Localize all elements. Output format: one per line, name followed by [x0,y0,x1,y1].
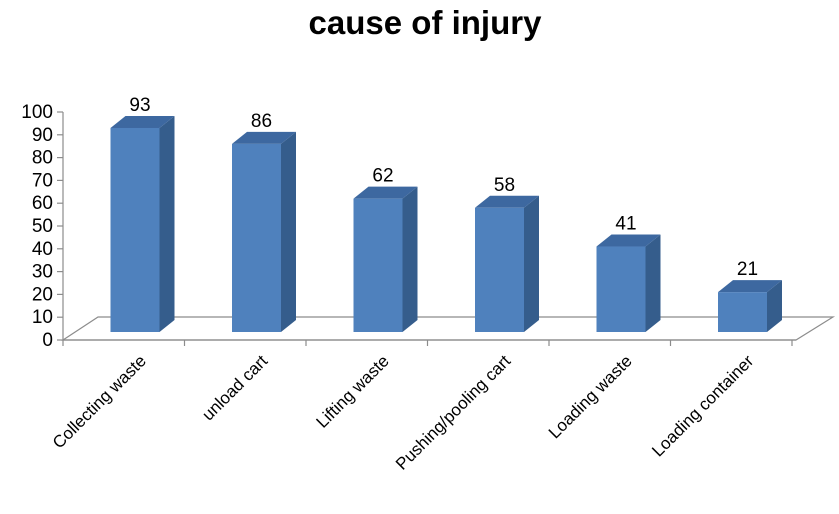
floor-plane [60,316,836,341]
chart-title: cause of injury [309,4,543,41]
data-labels: 93 86 62 58 41 21 [129,95,758,280]
data-label: 58 [494,175,515,196]
bar [232,131,296,332]
data-label: 62 [372,166,393,187]
bar-side [767,280,782,332]
bar-side [645,234,661,332]
x-tick-label: Lifting waste [313,351,393,431]
bar [596,234,661,332]
bar-front [475,207,524,332]
bars [110,115,782,333]
y-tick-label: 50 [32,216,53,237]
x-tick-label: unload cart [198,351,271,424]
bar-side [524,195,539,332]
bar-side [159,115,175,333]
bar-top [353,186,418,199]
y-tick-label: 90 [32,125,53,146]
y-tick-label: 60 [32,193,53,214]
bar-side [281,131,296,332]
data-label: 93 [129,95,150,116]
bar-front [232,143,281,332]
bar-side [402,186,418,332]
chart-floor [60,316,836,341]
bar [718,280,782,332]
bar-top [475,195,539,208]
y-tick-label: 0 [42,330,53,351]
x-tick-label: Collecting waste [49,351,150,452]
bar [353,186,418,332]
bar [475,195,539,332]
y-tick-label: 10 [32,307,53,328]
bar-top [110,115,175,128]
y-tick-label: 100 [21,102,53,123]
x-tick-label: Loading waste [545,351,636,442]
x-tick-label: Loading container [648,351,757,460]
data-label: 41 [615,214,636,235]
data-label: 86 [251,111,272,132]
data-label: 21 [737,259,758,280]
x-tick-label: Pushing/pooling cart [392,351,515,474]
bar-front [110,127,160,333]
bar-top [232,131,296,144]
bar-front [596,246,646,332]
y-tick-label: 70 [32,170,53,191]
bar-front [718,292,767,332]
bar-top [718,280,782,293]
y-tick-label: 30 [32,262,53,283]
y-tick-label: 80 [32,148,53,169]
bar-top [596,234,661,247]
x-axis-labels: Collecting waste unload cart Lifting waste… [49,351,758,474]
bar [110,115,175,333]
y-tick-label: 40 [32,239,53,260]
y-tick-label: 20 [32,284,53,305]
bar-front [353,198,403,332]
